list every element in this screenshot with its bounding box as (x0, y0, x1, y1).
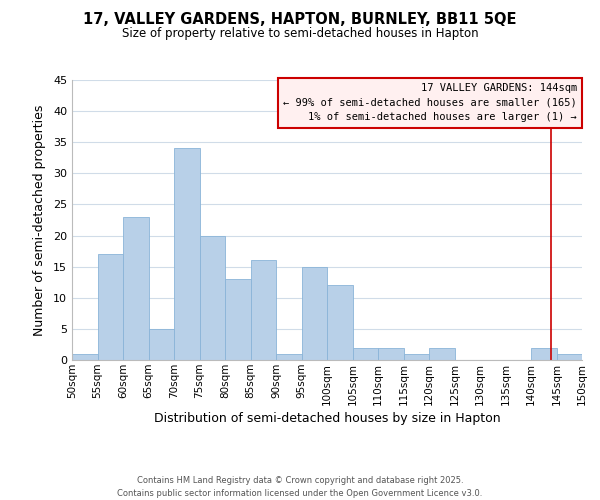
Bar (302, 266, 327, 360)
Bar (72, 354, 98, 360)
X-axis label: Distribution of semi-detached houses by size in Hapton: Distribution of semi-detached houses by … (154, 412, 500, 425)
Bar (327, 286, 353, 360)
Y-axis label: Number of semi-detached properties: Number of semi-detached properties (33, 104, 46, 336)
Bar (378, 348, 404, 360)
Text: Size of property relative to semi-detached houses in Hapton: Size of property relative to semi-detach… (122, 28, 478, 40)
Bar (404, 354, 429, 360)
Bar (353, 348, 378, 360)
Bar (174, 148, 200, 360)
Text: 17 VALLEY GARDENS: 144sqm
← 99% of semi-detached houses are smaller (165)
1% of : 17 VALLEY GARDENS: 144sqm ← 99% of semi-… (283, 83, 577, 122)
Bar (276, 354, 302, 360)
Bar (251, 260, 276, 360)
Bar (225, 279, 251, 360)
Bar (429, 348, 455, 360)
Text: 17, VALLEY GARDENS, HAPTON, BURNLEY, BB11 5QE: 17, VALLEY GARDENS, HAPTON, BURNLEY, BB1… (83, 12, 517, 28)
Bar (557, 354, 582, 360)
Text: Contains HM Land Registry data © Crown copyright and database right 2025.
Contai: Contains HM Land Registry data © Crown c… (118, 476, 482, 498)
Bar (149, 329, 174, 360)
Bar (123, 217, 149, 360)
Bar (200, 236, 225, 360)
Bar (531, 348, 557, 360)
Bar (98, 254, 123, 360)
